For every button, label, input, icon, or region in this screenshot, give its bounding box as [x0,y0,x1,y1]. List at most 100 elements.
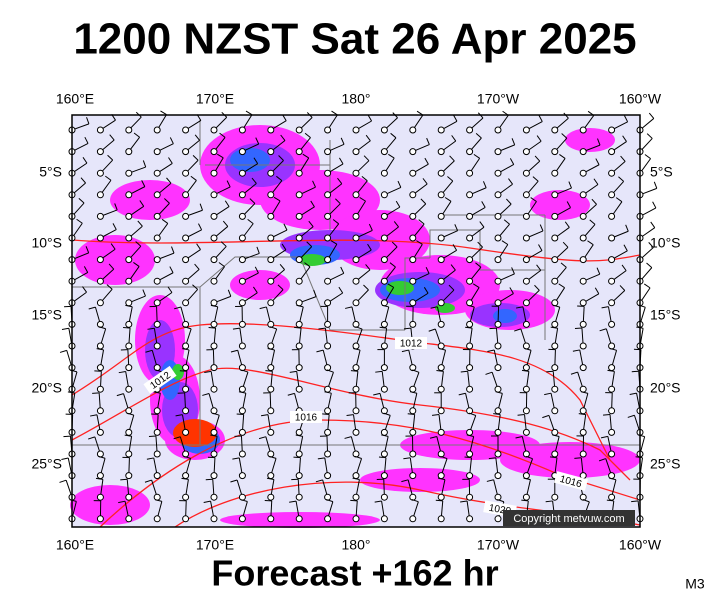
wind-station [182,450,190,458]
wind-barb-feather [582,499,590,503]
wind-barb-feather [196,243,201,250]
wind-station [238,320,246,328]
wind-station [579,256,587,264]
wind-station [608,320,616,328]
wind-barb-feather [485,371,493,375]
wind-station [579,385,587,393]
wind-station [352,342,360,350]
wind-station [238,277,246,285]
wind-station [522,277,530,285]
wind-barb-feather [429,436,437,439]
wind-barb-feather [481,201,486,208]
wind-station [579,364,587,372]
wind-barb-feather [241,369,249,373]
wind-station [409,169,417,177]
wind-barb-feather [534,155,541,162]
wind-barb-feather [253,157,259,164]
wind-barb-feather [367,243,372,251]
wind-station [125,191,133,199]
wind-barb-feather [615,197,623,203]
wind-barb-feather [260,414,269,417]
wind-barb-feather [648,242,654,248]
wind-barb-feather [409,391,417,394]
wind-station [352,299,360,307]
wind-barb-feather [580,391,588,394]
axis-label-top: 170°E [196,91,234,107]
wind-barb-feather [454,224,459,231]
wind-station [238,299,246,307]
wind-barb-feather [240,499,248,502]
wind-barb-feather [619,285,626,291]
wind-station [579,191,587,199]
wind-station [210,256,218,264]
wind-station [324,428,332,436]
wind-station [352,320,360,328]
wind-station [182,126,190,134]
wind-station [182,169,190,177]
wind-station [295,472,303,480]
wind-station [238,256,246,264]
wind-station [608,493,616,501]
wind-barb-feather [63,435,71,438]
wind-station [182,515,190,523]
wind-station [579,212,587,220]
wind-station [352,126,360,134]
wind-barb-feather [166,177,172,184]
wind-barb-feather [403,457,411,460]
wind-station [522,126,530,134]
wind-barb-feather [326,369,334,373]
wind-station [409,320,417,328]
wind-station [494,407,502,415]
wind-station [579,320,587,328]
wind-barb-feather [194,263,200,270]
wind-barb-feather [501,240,509,245]
wind-barb-feather [287,392,295,396]
isobar-label-box [553,471,589,491]
wind-barb-feather [210,434,218,437]
wind-barb-feather [524,347,532,351]
wind-station [608,428,616,436]
wind-barb-feather [245,110,253,116]
wind-barb-feather [296,304,304,308]
wind-barb-feather [606,499,614,502]
wind-barb-feather [458,392,466,396]
wind-station [153,191,161,199]
wind-station [182,472,190,480]
wind-station [210,212,218,220]
wind-station [295,299,303,307]
axis-label-right: 5°S [650,164,673,180]
wind-station [125,169,133,177]
wind-barb-feather [450,264,456,271]
wind-barb-feather [495,391,503,394]
wind-station [295,212,303,220]
wind-station [551,493,559,501]
wind-barb-feather [391,241,398,248]
map-frame [71,114,641,528]
wind-station [494,277,502,285]
axis-label-top: 170°W [477,91,520,107]
wind-station [96,515,104,523]
wind-station [125,515,133,523]
wind-barb-feather [431,414,440,416]
axis-label-top: 160°W [619,91,662,107]
wind-station [153,256,161,264]
wind-barb-feather [208,326,216,329]
wind-barb-feather [142,160,147,168]
wind-barb-feather [106,284,113,290]
wind-station [153,212,161,220]
wind-station [182,428,190,436]
wind-station [267,212,275,220]
wind-station [409,234,417,242]
wind-station [352,191,360,199]
wind-station [352,212,360,220]
wind-barb-feather [594,287,600,295]
wind-station [380,148,388,156]
wind-barb-feather [304,262,311,268]
wind-station [295,450,303,458]
wind-barb-feather [202,393,210,396]
wind-station [579,428,587,436]
wind-station [295,493,303,501]
wind-station [182,364,190,372]
wind-barb-feather [589,219,596,225]
wind-barb-feather [473,153,480,159]
